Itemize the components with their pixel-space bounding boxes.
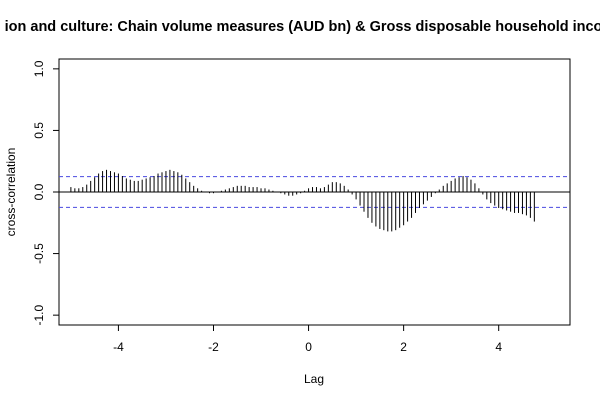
y-tick-label: -1.0 xyxy=(32,304,46,325)
y-tick-label: 0.0 xyxy=(32,183,46,200)
x-tick-label: 4 xyxy=(495,340,502,354)
y-tick-label: 0.5 xyxy=(32,122,46,139)
x-tick-label: 0 xyxy=(305,340,312,354)
y-axis-label: cross-correlation xyxy=(4,148,18,237)
y-tick-label: 1.0 xyxy=(32,60,46,77)
x-tick-label: -4 xyxy=(113,340,124,354)
x-tick-label: 2 xyxy=(400,340,407,354)
x-tick-label: -2 xyxy=(208,340,219,354)
chart-title: ion and culture: Chain volume measures (… xyxy=(5,19,600,35)
plot-area: -4 -2 0 2 4 -1.0 -0.5 0.0 0.5 1.0 xyxy=(32,58,571,354)
y-tick-label: -0.5 xyxy=(32,243,46,264)
x-axis-label: Lag xyxy=(304,372,324,386)
